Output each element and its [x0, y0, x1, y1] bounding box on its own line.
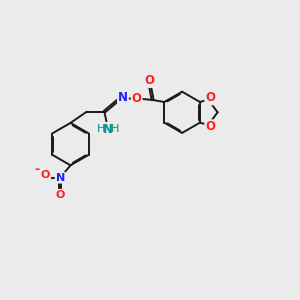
Text: O: O: [205, 92, 215, 104]
Text: O: O: [56, 190, 65, 200]
Text: O: O: [41, 170, 50, 180]
Text: H: H: [111, 124, 119, 134]
Text: N: N: [103, 123, 113, 136]
Text: N: N: [56, 173, 65, 183]
Text: H: H: [97, 124, 105, 134]
Text: O: O: [145, 74, 155, 87]
Text: -: -: [34, 163, 39, 176]
Text: N: N: [118, 92, 128, 104]
Text: O: O: [132, 92, 142, 105]
Text: O: O: [205, 120, 215, 133]
